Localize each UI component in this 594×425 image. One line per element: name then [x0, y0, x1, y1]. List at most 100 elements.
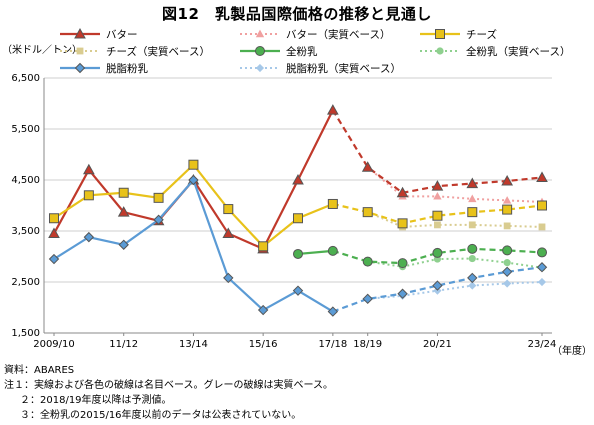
point-cheese_real: [468, 221, 476, 229]
point-butter: [536, 171, 548, 182]
x-tick-label: 17/18: [318, 339, 347, 350]
point-wmp_real: [468, 254, 476, 263]
point-wmp: [432, 247, 443, 258]
point-cheese: [118, 187, 129, 198]
point-wmp: [362, 256, 373, 267]
point-cheese: [223, 204, 234, 215]
point-cheese: [327, 198, 338, 209]
legend-marker-butter: [74, 27, 86, 39]
point-cheese: [432, 210, 443, 221]
legend-label-wmp: 全粉乳: [286, 45, 318, 58]
point-smp_real: [468, 281, 477, 290]
point-butter: [222, 227, 235, 239]
point-butter_real: [502, 196, 512, 204]
point-wmp: [293, 248, 303, 259]
legend-label-butter: バター: [106, 29, 138, 41]
point-butter_real: [433, 191, 442, 200]
series-line-smp_real: [367, 281, 543, 300]
y-tick-label: 3,500: [11, 226, 40, 237]
x-tick-label: 13/14: [179, 339, 208, 350]
legend-label-cheese: チーズ: [466, 28, 497, 41]
point-wmp: [327, 245, 338, 256]
y-tick-label: 4,500: [11, 175, 40, 186]
point-cheese_real: [503, 222, 511, 230]
note-3: ３：全粉乳の2015/16年度以前のデータは公表されていない。: [20, 410, 302, 421]
point-wmp: [502, 245, 513, 256]
legend-label-cheese_real: チーズ（実質ベース）: [106, 45, 210, 58]
point-smp: [223, 272, 234, 284]
y-tick-label: 1,500: [11, 328, 40, 339]
point-smp_real: [503, 279, 512, 288]
legend-marker-smp_real: [255, 63, 265, 73]
point-cheese: [397, 218, 408, 229]
point-smp: [48, 253, 60, 265]
point-cheese: [188, 159, 199, 170]
point-smp: [397, 288, 408, 299]
point-cheese_real: [538, 223, 546, 231]
point-wmp: [467, 243, 478, 254]
chart-notes: 資料：ABARES 注１：実線および各色の破線は名目ベース。グレーの破線は実質ベ…: [4, 363, 333, 423]
point-wmp_real: [503, 259, 511, 267]
y-tick-label: 2,500: [11, 277, 40, 288]
point-butter: [327, 104, 339, 115]
point-cheese_real: [434, 221, 441, 229]
point-butter: [396, 186, 409, 198]
x-tick-label: 20/21: [423, 339, 452, 350]
source-note: 資料：ABARES: [4, 365, 75, 376]
series-line-cheese_real: [367, 211, 543, 228]
point-butter: [361, 161, 374, 172]
note-2: ２：2018/19年度以降は予測値。: [20, 395, 172, 406]
point-smp: [188, 174, 199, 186]
point-cheese: [258, 241, 269, 252]
point-butter: [83, 163, 95, 175]
point-smp: [432, 280, 443, 291]
legend-marker-smp: [74, 62, 86, 74]
point-cheese: [293, 213, 303, 224]
legend-label-butter_real: バター（実質ベース）: [286, 28, 390, 41]
point-cheese: [49, 213, 59, 224]
series-line-butter_real: [367, 166, 543, 203]
point-cheese: [502, 204, 513, 215]
point-wmp: [397, 258, 408, 269]
point-smp: [536, 262, 548, 273]
legend-marker-cheese: [435, 29, 445, 39]
point-wmp: [537, 247, 547, 258]
point-smp: [257, 304, 269, 316]
point-smp: [501, 266, 513, 278]
y-tick-label: 6,500: [11, 73, 40, 84]
legend-marker-wmp: [255, 46, 265, 56]
legend-label-smp_real: 脱脂粉乳（実質ベース）: [286, 62, 401, 75]
point-cheese: [153, 192, 164, 203]
point-smp: [118, 239, 129, 250]
point-smp: [292, 285, 304, 296]
point-butter_real: [468, 194, 477, 203]
legend-marker-wmp_real: [436, 47, 444, 55]
chart-title: 図12 乳製品国際価格の推移と見通し: [162, 5, 432, 23]
series-line-wmp: [297, 249, 333, 256]
legend-label-smp: 脱脂粉乳: [106, 62, 148, 75]
point-smp: [362, 293, 373, 305]
point-butter: [117, 206, 130, 217]
point-butter: [292, 173, 304, 185]
x-tick-label: 11/12: [109, 339, 138, 350]
x-tick-label: 2009/10: [33, 339, 75, 350]
point-cheese: [362, 207, 373, 218]
point-butter: [48, 227, 60, 239]
note-1: 注１：実線および各色の破線は名目ベース。グレーの破線は実質ベース。: [4, 380, 333, 391]
legend-marker-butter_real: [255, 29, 265, 38]
point-smp: [83, 231, 95, 243]
point-smp: [153, 214, 164, 225]
series-line-smp: [53, 177, 334, 313]
x-axis-unit: （年度）: [552, 346, 592, 357]
legend-marker-cheese_real: [76, 47, 84, 55]
point-cheese: [467, 207, 478, 218]
point-butter: [466, 177, 479, 189]
point-cheese: [537, 200, 547, 211]
dairy-price-chart: 1,500 2,500 3,500 4,500 5,500 6,500 2009/10 11/…: [11, 27, 570, 350]
legend-label-wmp_real: 全粉乳（実質ベース）: [466, 45, 570, 58]
point-smp: [327, 306, 339, 317]
y-axis-unit: （米ドル／トン）: [2, 45, 82, 56]
series-line-wmp_real: [367, 257, 543, 269]
point-cheese: [83, 190, 94, 201]
y-tick-label: 5,500: [11, 124, 40, 135]
